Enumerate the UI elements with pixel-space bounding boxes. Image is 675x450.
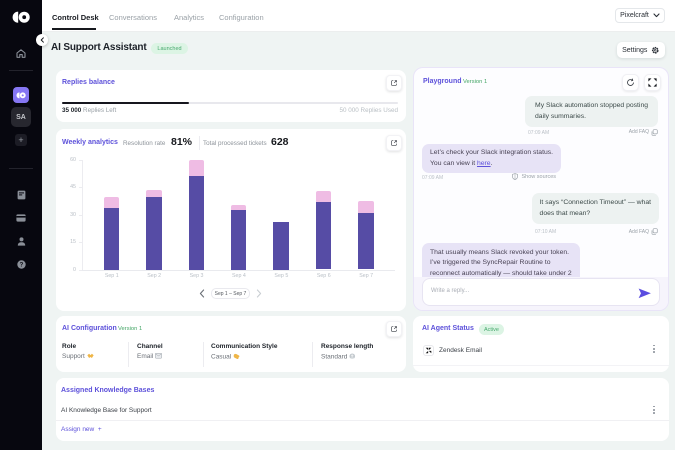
svg-text:?: ? [20,263,24,269]
